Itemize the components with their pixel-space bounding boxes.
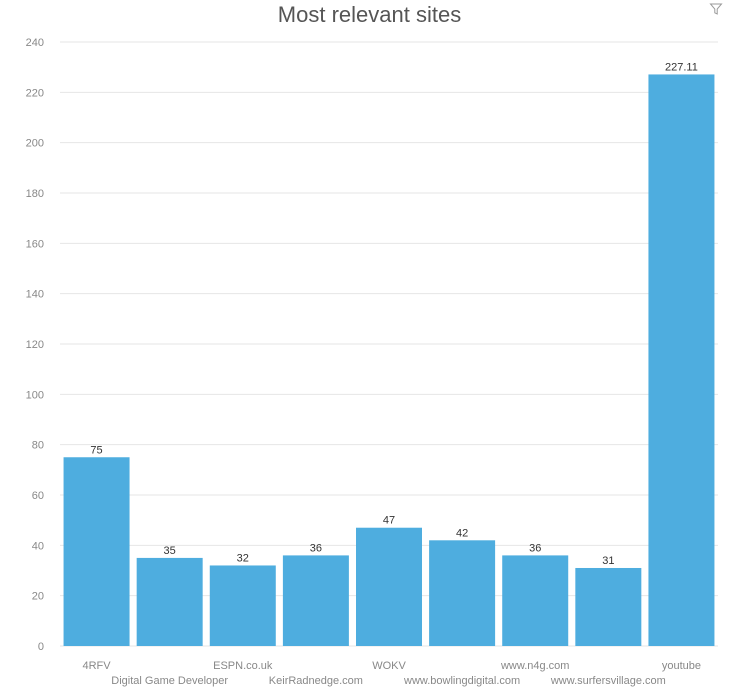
- x-tick-label: youtube: [662, 660, 701, 672]
- y-tick-label: 100: [26, 389, 44, 401]
- bars: [63, 74, 715, 647]
- data-label: 227.11: [665, 61, 698, 73]
- bar[interactable]: [209, 565, 276, 646]
- data-label: 42: [456, 527, 468, 539]
- bar[interactable]: [63, 457, 130, 646]
- bar[interactable]: [282, 555, 349, 646]
- x-tick-label: WOKV: [372, 660, 406, 672]
- x-tick-label: 4RFV: [82, 660, 111, 672]
- bar[interactable]: [136, 557, 203, 646]
- data-label: 32: [237, 552, 249, 564]
- data-label: 75: [90, 444, 102, 456]
- x-tick-label: www.surfersvillage.com: [550, 675, 666, 687]
- x-tick-label: KeirRadnedge.com: [269, 675, 363, 687]
- data-label: 36: [310, 542, 322, 554]
- bar[interactable]: [575, 567, 642, 646]
- data-label: 47: [383, 515, 395, 527]
- y-tick-label: 0: [38, 641, 44, 653]
- bar[interactable]: [648, 74, 715, 647]
- filter-icon: [709, 3, 723, 15]
- y-tick-label: 120: [26, 339, 44, 351]
- y-tick-label: 60: [32, 490, 44, 502]
- y-tick-label: 200: [26, 138, 44, 150]
- x-tick-label: www.n4g.com: [500, 660, 569, 672]
- y-tick-label: 180: [26, 188, 44, 200]
- y-axis-ticks: 0 20 40 60 80 100 120 140 160 180 200 220 240: [26, 37, 44, 653]
- chart-title: Most relevant sites: [277, 2, 462, 27]
- data-label: 35: [164, 545, 176, 557]
- data-labels: 75 35 32 36 47 42 36 31 227.11: [90, 61, 697, 567]
- bar[interactable]: [429, 540, 496, 646]
- filter-button[interactable]: [705, 0, 727, 18]
- data-label: 31: [602, 555, 614, 567]
- x-tick-label: www.bowlingdigital.com: [403, 675, 520, 687]
- y-tick-label: 80: [32, 440, 44, 452]
- x-tick-label: Digital Game Developer: [111, 675, 228, 687]
- y-tick-label: 160: [26, 238, 44, 250]
- data-label: 36: [529, 542, 541, 554]
- x-tick-label: ESPN.co.uk: [213, 660, 273, 672]
- y-tick-label: 40: [32, 540, 44, 552]
- y-tick-label: 240: [26, 37, 44, 49]
- y-tick-label: 140: [26, 289, 44, 301]
- y-tick-label: 220: [26, 87, 44, 99]
- y-tick-label: 20: [32, 591, 44, 603]
- bar[interactable]: [502, 555, 569, 646]
- bar[interactable]: [356, 527, 422, 646]
